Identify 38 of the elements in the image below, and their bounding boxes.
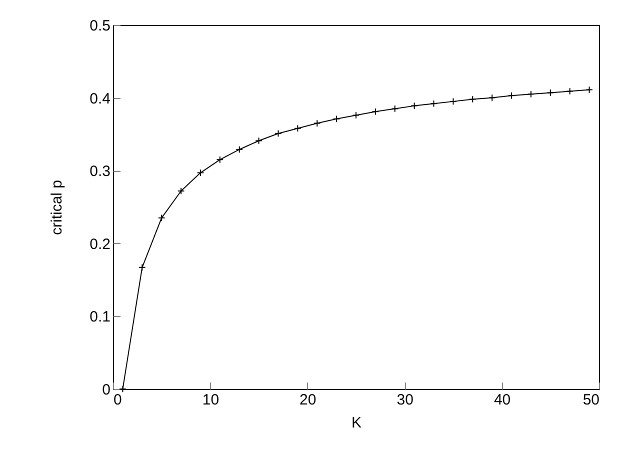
point bbox=[274, 130, 282, 138]
y-tick-label: 0.1 bbox=[90, 308, 110, 326]
y-tick-label: 0.5 bbox=[90, 18, 110, 34]
y-tick-label: 0.4 bbox=[90, 90, 110, 108]
point bbox=[177, 187, 185, 195]
point bbox=[119, 385, 126, 393]
point bbox=[527, 90, 535, 98]
point bbox=[158, 214, 166, 222]
point bbox=[372, 108, 380, 116]
y-tick-label: 0.3 bbox=[90, 163, 110, 180]
point bbox=[216, 156, 224, 164]
point bbox=[450, 98, 457, 106]
point bbox=[488, 94, 496, 102]
point bbox=[508, 92, 516, 100]
x-tick-label: 40 bbox=[494, 392, 511, 408]
point bbox=[430, 100, 438, 108]
point bbox=[138, 264, 146, 272]
point bbox=[410, 102, 418, 110]
point bbox=[294, 124, 302, 132]
point bbox=[332, 115, 340, 123]
point bbox=[566, 88, 574, 95]
x-tick-label: 50 bbox=[582, 392, 600, 408]
x-tick-label: 10 bbox=[202, 392, 220, 408]
y-axis-title: critical p bbox=[48, 180, 66, 236]
x-tick-label: 20 bbox=[300, 392, 316, 408]
point bbox=[391, 105, 399, 112]
point bbox=[352, 112, 360, 119]
point bbox=[255, 137, 262, 144]
x-tick-label: 0 bbox=[114, 392, 122, 408]
y-tick-label: 0.2 bbox=[90, 236, 110, 253]
point bbox=[468, 96, 476, 103]
point bbox=[236, 146, 244, 154]
point bbox=[313, 120, 321, 127]
x-tick-label: 30 bbox=[396, 392, 414, 408]
point bbox=[546, 89, 554, 96]
point bbox=[196, 169, 204, 176]
x-axis-title: K bbox=[351, 414, 362, 432]
point bbox=[586, 86, 593, 94]
